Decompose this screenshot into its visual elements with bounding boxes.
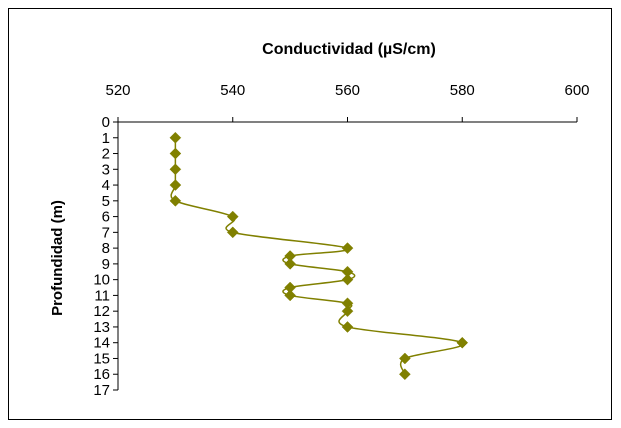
x-tick-label: 580 — [450, 82, 475, 99]
axes: 520 540 560 580 6000123456789101112131415161… — [93, 82, 589, 399]
data-point-marker — [169, 147, 182, 160]
data-point-marker — [399, 352, 411, 365]
y-tick-label: 9 — [102, 256, 110, 273]
y-tick-label: 6 — [102, 209, 110, 226]
y-tick-label: 8 — [102, 240, 110, 257]
data-point-marker — [169, 163, 182, 176]
y-tick-label: 10 — [93, 272, 110, 289]
data-point-marker — [169, 131, 182, 144]
data-point-marker — [226, 210, 239, 223]
data-point-marker — [284, 258, 296, 270]
y-tick-label: 0 — [102, 114, 110, 131]
data-point-marker — [341, 242, 354, 254]
data-point-marker — [226, 226, 239, 239]
y-axis-label: Profundidad (m) — [49, 200, 66, 316]
y-tick-label: 13 — [93, 319, 110, 336]
series-line — [170, 137, 464, 375]
y-tick-label: 11 — [94, 287, 110, 304]
data-point-marker — [341, 321, 354, 333]
y-tick-label: 2 — [102, 146, 110, 163]
x-tick-label: 520 — [105, 82, 130, 99]
data-point-marker — [169, 179, 182, 191]
data-point-marker — [341, 305, 354, 318]
y-tick-label: 16 — [93, 366, 110, 383]
x-tick-label: 540 — [220, 82, 245, 99]
chart-title: Conductividad (µS/cm) — [262, 41, 436, 58]
data-point-marker — [399, 368, 411, 381]
data-point-marker — [169, 194, 182, 207]
data-point-marker — [456, 336, 469, 349]
y-tick-label: 15 — [93, 350, 110, 367]
y-tick-label: 14 — [93, 335, 110, 352]
data-point-marker — [284, 289, 296, 302]
y-tick-label: 7 — [102, 224, 110, 241]
y-tick-label: 17 — [93, 382, 110, 399]
x-tick-label: 600 — [564, 82, 589, 99]
y-tick-label: 4 — [102, 177, 110, 194]
y-tick-label: 3 — [102, 161, 110, 178]
series-layer — [169, 131, 469, 381]
chart-frame — [8, 8, 612, 420]
y-tick-label: 1 — [102, 130, 110, 147]
x-tick-label: 560 — [335, 82, 360, 99]
y-tick-label: 12 — [93, 303, 110, 320]
data-point-marker — [341, 273, 354, 286]
y-tick-label: 5 — [102, 193, 110, 210]
